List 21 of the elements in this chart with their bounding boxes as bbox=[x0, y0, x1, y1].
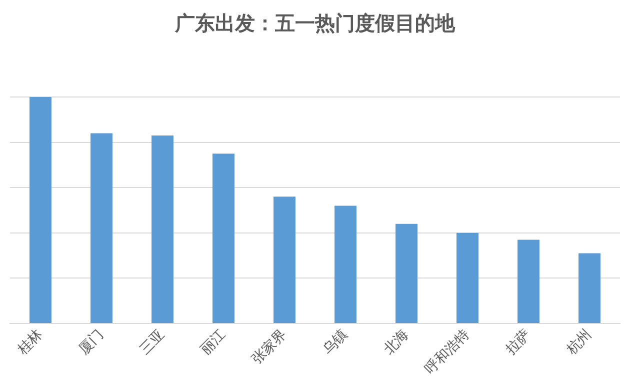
x-tick-label: 拉萨 bbox=[502, 326, 534, 358]
x-tick-label: 桂林 bbox=[14, 326, 46, 358]
bar bbox=[456, 232, 478, 324]
bar bbox=[152, 136, 174, 324]
x-tick-label: 张家界 bbox=[248, 326, 290, 368]
x-tick-label: 厦门 bbox=[76, 326, 107, 358]
bar bbox=[334, 206, 356, 324]
bar bbox=[274, 196, 296, 324]
x-tick-label: 北海 bbox=[380, 326, 412, 358]
bar bbox=[518, 240, 540, 324]
x-tick-label: 丽江 bbox=[198, 326, 229, 358]
x-tick-label: 呼和浩特 bbox=[422, 326, 473, 378]
bar bbox=[30, 97, 52, 324]
bar bbox=[396, 224, 418, 324]
bar bbox=[578, 253, 600, 324]
x-tick-label: 乌镇 bbox=[320, 326, 351, 358]
bar bbox=[90, 133, 112, 324]
x-tick-label: 三亚 bbox=[136, 326, 168, 358]
chart-title: 广东出发：五一热门度假目的地 bbox=[174, 11, 456, 36]
x-tick-label: 杭州 bbox=[563, 326, 595, 358]
bar bbox=[212, 154, 234, 324]
